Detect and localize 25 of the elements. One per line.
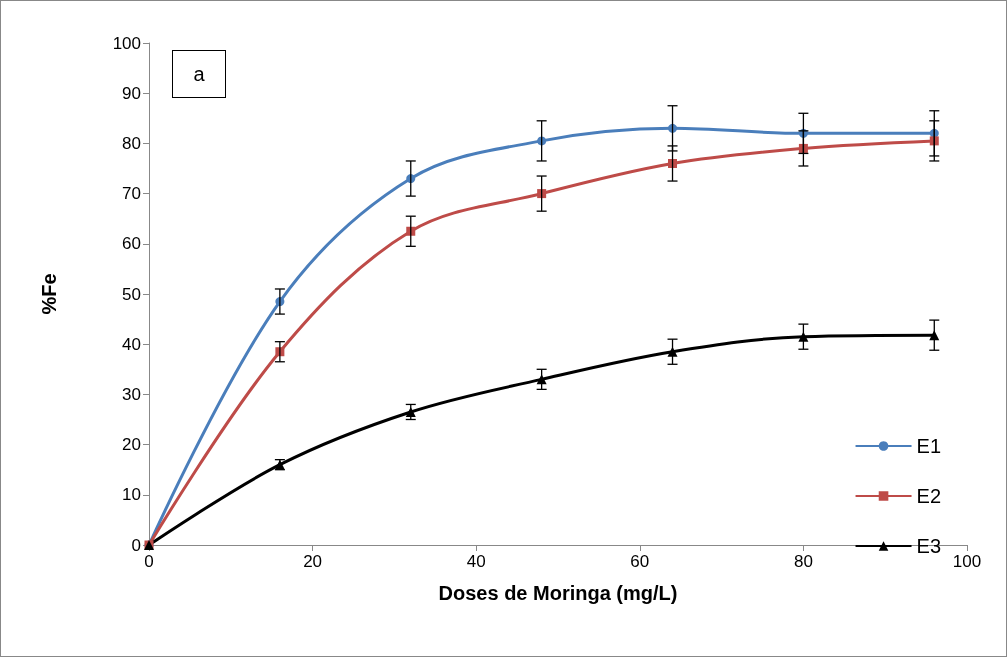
y-tick-label: 50 (122, 284, 141, 304)
y-tick-label: 10 (122, 485, 141, 505)
x-tick-label: 60 (630, 552, 650, 571)
x-tick-label: 100 (952, 552, 982, 571)
y-tick-label: 90 (122, 83, 141, 103)
legend-label: E3 (916, 535, 942, 557)
y-tick-label: 0 (131, 535, 141, 555)
y-tick-label: 30 (122, 384, 141, 404)
legend-label: E1 (916, 435, 942, 457)
y-tick-label: 100 (112, 33, 141, 53)
y-axis-title: %Fe (38, 273, 60, 315)
x-tick-label: 40 (466, 552, 486, 571)
y-tick-label: 70 (122, 184, 141, 204)
y-tick-label: 40 (122, 334, 141, 354)
y-tick-label: 60 (122, 234, 141, 254)
y-tick-label: 80 (122, 133, 141, 153)
annotation: a (172, 50, 226, 98)
y-tick-label: 20 (122, 435, 141, 455)
x-tick-label: 20 (303, 552, 323, 571)
legend-label: E2 (916, 485, 942, 507)
x-tick-label: 80 (793, 552, 813, 571)
point (798, 331, 809, 342)
x-axis-title: Doses de Moringa (mg/L) (438, 582, 678, 604)
point (405, 406, 416, 417)
x-tick-label: 0 (144, 552, 154, 571)
